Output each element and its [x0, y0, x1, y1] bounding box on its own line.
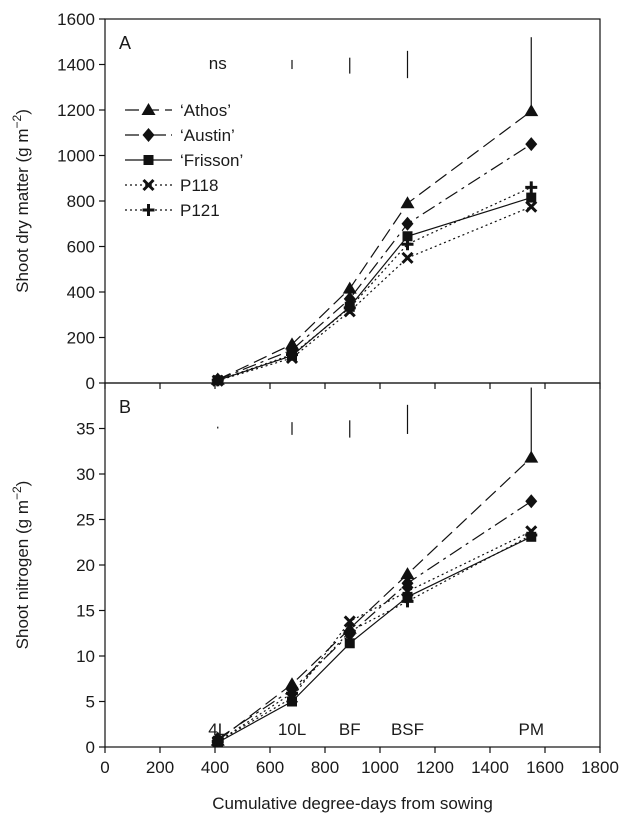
y-tick-label: 1600 — [57, 10, 95, 29]
stage-label-pm: PM — [519, 720, 545, 739]
series-line — [217, 534, 532, 743]
panel-letter: A — [119, 33, 131, 53]
y-tick-label: 600 — [67, 238, 95, 257]
stage-label-bf: BF — [339, 720, 361, 739]
series-line — [217, 457, 532, 742]
panel-letter: B — [119, 397, 131, 417]
triangle-marker — [400, 567, 415, 580]
series-x — [211, 200, 538, 387]
x-tick-label: 1000 — [361, 758, 399, 777]
stage-label-10l: 10L — [278, 720, 306, 739]
square-marker — [287, 696, 297, 707]
legend-item: P121 — [125, 201, 220, 220]
y-axis-title: Shoot nitrogen (g m−2) — [10, 481, 32, 650]
stage-label-bsf: BSF — [391, 720, 424, 739]
panel-a-dry-matter-chart: 0 200 400 600 800 1000 1200 1400 1600 Shoot dry m… — [10, 10, 601, 393]
plus-marker — [401, 595, 414, 608]
ns-annotation: ns — [209, 54, 227, 73]
legend-label: ‘Athos’ — [180, 101, 231, 120]
legend-item: ‘Austin’ — [125, 126, 235, 145]
triangle-marker — [342, 281, 357, 294]
y-tick-label: 1000 — [57, 147, 95, 166]
x-tick-label: 1200 — [416, 758, 454, 777]
series-line — [217, 530, 532, 743]
plus-marker — [142, 204, 155, 216]
x-tick-label: 1400 — [471, 758, 509, 777]
y-tick-label: 200 — [67, 329, 95, 348]
x-marker — [525, 200, 538, 213]
y-tick-label: 0 — [86, 374, 95, 393]
legend-label: ‘Austin’ — [180, 126, 235, 145]
series-line — [217, 143, 532, 381]
plus-marker — [211, 374, 224, 387]
y-tick-label: 15 — [76, 602, 95, 621]
series-triangle — [210, 450, 539, 746]
x-axis-title: Cumulative degree-days from sowing — [212, 794, 493, 813]
series-line — [217, 500, 532, 740]
diamond-marker — [142, 128, 155, 142]
y-tick-label: 1200 — [57, 101, 95, 120]
plus-marker — [343, 301, 356, 314]
series-plus — [211, 181, 538, 387]
x-tick-label: 800 — [311, 758, 339, 777]
x-marker — [401, 251, 414, 264]
legend-item: ‘Frisson’ — [125, 151, 243, 170]
x-tick-label: 200 — [146, 758, 174, 777]
series-diamond — [211, 137, 538, 387]
square-marker — [344, 638, 355, 649]
y-tick-label: 400 — [67, 283, 95, 302]
y-tick-label: 25 — [76, 511, 95, 530]
legend-item: P118 — [125, 176, 218, 195]
series-line — [217, 110, 532, 381]
legend-label: P121 — [180, 201, 220, 220]
y-tick-label: 1400 — [57, 56, 95, 75]
diamond-marker — [525, 137, 538, 152]
x-tick-label: 1600 — [526, 758, 564, 777]
plus-marker — [286, 687, 298, 700]
series-line — [217, 206, 532, 382]
diamond-marker — [525, 494, 538, 509]
y-tick-label: 800 — [67, 192, 95, 211]
legend-label: ‘Frisson’ — [180, 151, 243, 170]
y-tick-label: 30 — [76, 465, 95, 484]
triangle-marker — [524, 450, 539, 463]
plus-marker — [286, 348, 298, 361]
x-marker — [142, 178, 155, 192]
x-marker — [401, 585, 414, 598]
x-marker — [343, 615, 356, 628]
x-tick-label: 1800 — [581, 758, 619, 777]
plus-marker — [525, 528, 538, 541]
square-marker — [526, 192, 537, 203]
series-square — [212, 531, 537, 748]
y-tick-label: 5 — [86, 693, 95, 712]
square-marker — [402, 231, 413, 242]
stage-label-4l: 4L — [208, 720, 227, 739]
plus-marker — [525, 181, 538, 194]
square-marker — [143, 155, 154, 165]
y-tick-label: 10 — [76, 647, 95, 666]
y-tick-label: 35 — [76, 420, 95, 439]
y-tick-label: 20 — [76, 556, 95, 575]
series-triangle — [210, 104, 539, 385]
triangle-marker — [400, 196, 415, 209]
x-tick-label: 400 — [201, 758, 229, 777]
plot-frame — [104, 382, 601, 748]
legend: ‘Athos’ ‘Austin’ ‘Frisson’ P118 P121 — [125, 101, 243, 220]
diamond-marker — [401, 216, 414, 231]
x-tick-label: 600 — [256, 758, 284, 777]
triangle-marker — [141, 103, 156, 115]
plus-marker — [401, 238, 414, 251]
legend-label: P118 — [180, 176, 218, 195]
legend-item: ‘Athos’ — [125, 101, 231, 120]
triangle-marker — [524, 104, 539, 117]
series-plus — [211, 528, 538, 748]
y-axis-title: Shoot dry matter (g m−2) — [10, 109, 32, 293]
y-tick-label: 0 — [86, 738, 95, 757]
plus-marker — [211, 735, 224, 748]
panel-b-nitrogen-chart: 0 5 10 15 20 25 30 35 0 200 400 600 800 1000 1200 1400 1… — [10, 382, 619, 813]
x-tick-label: 0 — [100, 758, 109, 777]
plus-marker — [343, 625, 356, 638]
series-line — [217, 186, 532, 381]
